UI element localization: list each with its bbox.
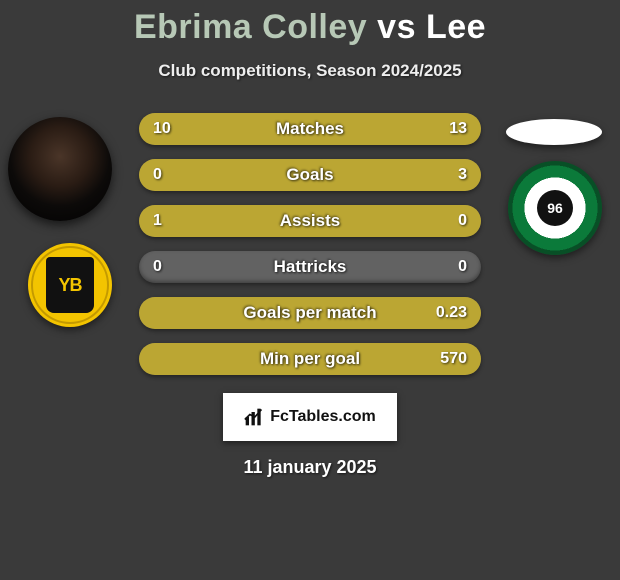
- comparison-title: Ebrima Colley vs Lee: [0, 0, 620, 47]
- subtitle: Club competitions, Season 2024/2025: [0, 61, 620, 81]
- bar-label: Goals: [139, 159, 481, 191]
- bar-label: Hattricks: [139, 251, 481, 283]
- stat-bar: Assists1 0: [139, 205, 481, 237]
- chart-icon: [244, 407, 264, 427]
- content-area: YB 96 Matches1013Goals03Assists10Hattric…: [0, 113, 620, 478]
- bar-label: Goals per match: [139, 297, 481, 329]
- player1-avatar: [8, 117, 112, 221]
- player1-club-badge: YB: [28, 243, 112, 327]
- bar-label: Matches: [139, 113, 481, 145]
- player2-club-text: 96: [537, 190, 573, 226]
- bar-value-right: 0: [458, 251, 467, 283]
- bar-value-right: 0.23: [436, 297, 467, 329]
- player2-avatar: [506, 119, 602, 145]
- bar-label: Min per goal: [139, 343, 481, 375]
- snapshot-date: 11 january 2025: [0, 457, 620, 478]
- bar-value-left: 0: [153, 159, 162, 191]
- bar-value-left: 10: [153, 113, 171, 145]
- bar-label: Assists: [139, 205, 481, 237]
- bar-value-left: 1: [153, 205, 162, 237]
- bar-value-right: 3: [458, 159, 467, 191]
- stat-bars: Matches1013Goals03Assists10Hattricks00Go…: [139, 113, 481, 375]
- bar-value-right: 570: [440, 343, 467, 375]
- bar-value-right: 0: [458, 205, 467, 237]
- bar-value-left: 0: [153, 251, 162, 283]
- stat-bar: Hattricks0 0: [139, 251, 481, 283]
- player2-club-badge: 96: [508, 161, 602, 255]
- branding-text: FcTables.com: [270, 408, 376, 426]
- bar-value-right: 13: [449, 113, 467, 145]
- player1-name: Ebrima Colley: [134, 8, 367, 46]
- stat-bar: Min per goal570: [139, 343, 481, 375]
- stat-bar: Goals0 3: [139, 159, 481, 191]
- branding-badge: FcTables.com: [223, 393, 397, 441]
- player2-name: Lee: [426, 8, 486, 46]
- stat-bar: Matches10 13: [139, 113, 481, 145]
- stat-bar: Goals per match0.23: [139, 297, 481, 329]
- player1-club-ring: [31, 246, 109, 324]
- vs-text: vs: [377, 8, 416, 46]
